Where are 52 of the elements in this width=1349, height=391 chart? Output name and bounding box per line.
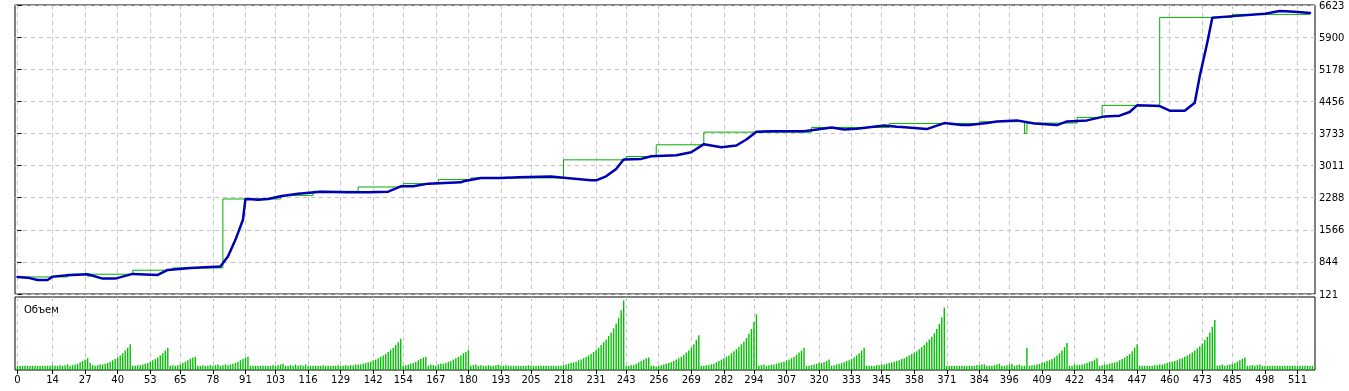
x-tick-label: 65 <box>173 373 187 385</box>
x-tick-label: 180 <box>458 373 478 385</box>
x-tick-label: 320 <box>809 373 829 385</box>
y-tick-label: 5178 <box>1319 63 1345 75</box>
x-tick-label: 103 <box>265 373 286 385</box>
chart-title: Объем <box>24 303 59 315</box>
x-tick-label: 498 <box>1255 373 1275 385</box>
x-tick-label: 14 <box>46 373 59 385</box>
x-tick-label: 154 <box>393 373 413 385</box>
x-tick-label: 434 <box>1095 373 1115 385</box>
y-tick-label: 6623 <box>1319 0 1345 11</box>
x-tick-label: 129 <box>331 373 351 385</box>
x-tick-label: 307 <box>776 373 797 385</box>
x-tick-label: 218 <box>554 373 574 385</box>
x-tick-label: 269 <box>681 373 701 385</box>
x-tick-label: 473 <box>1192 373 1212 385</box>
x-tick-label: 116 <box>298 373 318 385</box>
x-tick-label: 53 <box>143 373 157 385</box>
x-tick-label: 422 <box>1064 373 1085 385</box>
x-tick-label: 27 <box>78 373 92 385</box>
x-tick-label: 142 <box>363 373 383 385</box>
x-tick-label: 193 <box>491 373 511 385</box>
x-tick-label: 40 <box>111 373 125 385</box>
x-tick-label: 231 <box>586 373 606 385</box>
x-tick-label: 256 <box>649 373 669 385</box>
x-tick-label: 205 <box>521 373 541 385</box>
x-tick-label: 485 <box>1222 373 1242 385</box>
x-tick-label: 0 <box>14 373 21 385</box>
x-tick-label: 460 <box>1160 373 1180 385</box>
y-tick-label: 2288 <box>1319 192 1345 204</box>
x-tick-label: 447 <box>1127 373 1147 385</box>
y-tick-label: 4456 <box>1319 95 1345 107</box>
x-tick-label: 294 <box>744 373 764 385</box>
x-tick-label: 91 <box>239 373 252 385</box>
x-tick-label: 78 <box>206 373 220 385</box>
y-tick-label: 844 <box>1319 256 1339 268</box>
x-tick-label: 167 <box>426 373 446 385</box>
y-tick-label: 121 <box>1319 288 1339 300</box>
x-tick-label: 243 <box>616 373 636 385</box>
y-tick-label: 3011 <box>1319 160 1345 172</box>
y-tick-label: 1566 <box>1319 224 1345 236</box>
x-tick-label: 345 <box>872 373 892 385</box>
x-tick-label: 333 <box>842 373 862 385</box>
x-tick-label: 384 <box>969 373 989 385</box>
x-tick-label: 371 <box>937 373 957 385</box>
x-tick-label: 282 <box>714 373 734 385</box>
x-tick-label: 511 <box>1287 373 1308 385</box>
y-tick-label: 3733 <box>1319 127 1345 139</box>
x-tick-label: 396 <box>999 373 1019 385</box>
y-tick-label: 5900 <box>1319 31 1345 43</box>
x-tick-label: 358 <box>904 373 924 385</box>
x-tick-label: 409 <box>1032 373 1052 385</box>
